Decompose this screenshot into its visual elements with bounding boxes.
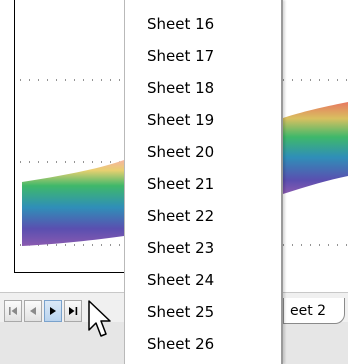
sheet-list-menu: Sheet 16 Sheet 17 Sheet 18 Sheet 19 Shee… [124, 0, 283, 364]
sheet-tab[interactable]: eet 2 [283, 298, 345, 324]
chart-graphic-left [20, 79, 124, 246]
menu-item-sheet-20[interactable]: Sheet 20 [125, 137, 282, 167]
first-sheet-icon [9, 307, 17, 315]
menu-item-label: Sheet 20 [147, 143, 215, 161]
menu-item-sheet-26[interactable]: Sheet 26 [125, 329, 282, 359]
menu-item-label: Sheet 19 [147, 111, 215, 129]
menu-item-sheet-22[interactable]: Sheet 22 [125, 201, 282, 231]
menu-item-sheet-23[interactable]: Sheet 23 [125, 233, 282, 263]
menu-item-label: Sheet 24 [147, 271, 215, 289]
menu-item-sheet-21[interactable]: Sheet 21 [125, 169, 282, 199]
next-sheet-button[interactable] [44, 300, 62, 322]
last-sheet-icon [69, 307, 78, 315]
menu-item-label: Sheet 16 [147, 15, 215, 33]
sheet-tab-label: eet 2 [290, 302, 327, 319]
chart-pane-left [0, 0, 125, 292]
menu-item-label: Sheet 26 [147, 335, 215, 353]
menu-item-sheet-19[interactable]: Sheet 19 [125, 105, 282, 135]
menu-item-sheet-17[interactable]: Sheet 17 [125, 41, 282, 71]
chart-graphic-right [283, 79, 348, 246]
menu-item-label: Sheet 22 [147, 207, 215, 225]
menu-item-sheet-25[interactable]: Sheet 25 [125, 297, 282, 327]
next-sheet-icon [50, 307, 56, 315]
menu-item-label: Sheet 23 [147, 239, 215, 257]
mouse-pointer-icon [88, 300, 111, 337]
menu-item-label: Sheet 18 [147, 79, 215, 97]
menu-item-label: Sheet 21 [147, 175, 215, 193]
menu-item-label: Sheet 25 [147, 303, 215, 321]
chart-pane-right [283, 0, 348, 292]
menu-item-sheet-24[interactable]: Sheet 24 [125, 265, 282, 295]
chart-frame [14, 0, 125, 273]
menu-item-sheet-16[interactable]: Sheet 16 [125, 9, 282, 39]
data-band [283, 102, 348, 194]
previous-sheet-button[interactable] [24, 300, 42, 322]
data-band [22, 160, 124, 246]
last-sheet-button[interactable] [64, 300, 82, 322]
menu-item-label: Sheet 17 [147, 47, 215, 65]
menu-item-sheet-18[interactable]: Sheet 18 [125, 73, 282, 103]
previous-sheet-icon [30, 307, 36, 315]
first-sheet-button[interactable] [4, 300, 22, 322]
